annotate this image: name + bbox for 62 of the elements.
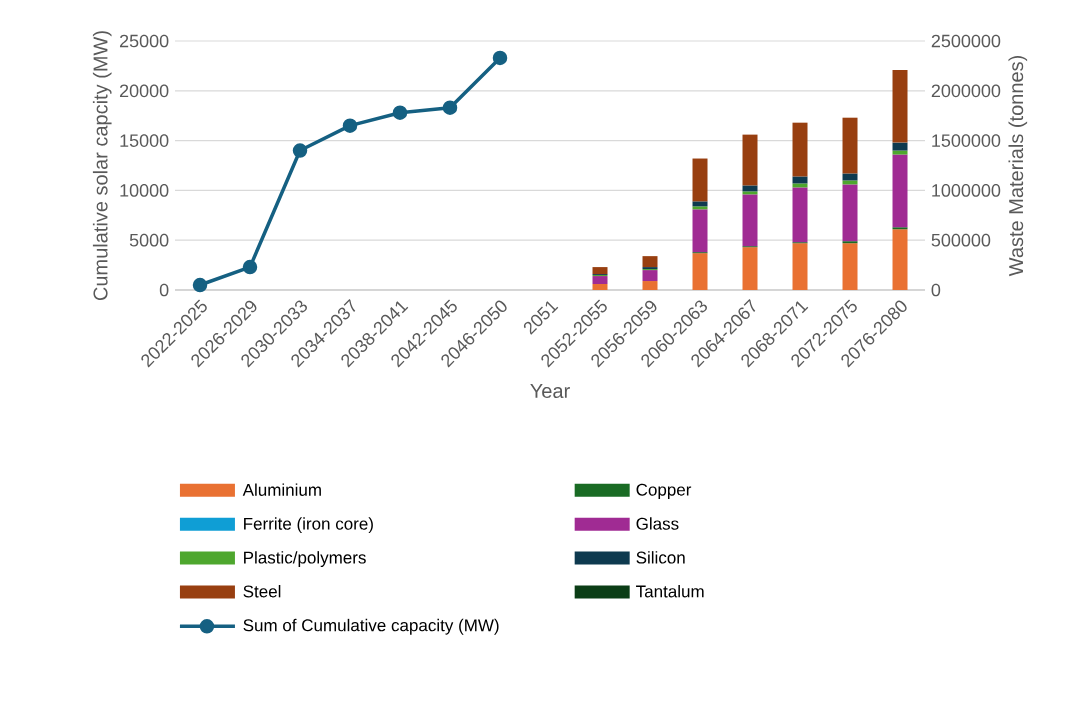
- point: [492, 50, 508, 66]
- point: [192, 277, 208, 293]
- y-tick-label: 5000: [129, 233, 169, 247]
- legend-label: Plastic/polymers: [244, 551, 366, 567]
- x-axis-title: Year: [530, 384, 570, 399]
- bar: [642, 256, 658, 268]
- bar: [842, 243, 858, 290]
- bar: [792, 176, 808, 184]
- y2-tick-label: 0: [931, 283, 941, 297]
- bar: [642, 281, 658, 290]
- bar: [792, 243, 808, 290]
- bar: [692, 201, 708, 207]
- bar: [842, 180, 858, 185]
- y-tick-label: 10000: [120, 184, 169, 197]
- bar: [842, 173, 858, 181]
- point: [392, 105, 408, 120]
- bar: [842, 117, 858, 174]
- legend-label: Copper: [636, 483, 692, 500]
- bar: [742, 247, 758, 290]
- bar: [892, 154, 908, 228]
- bar: [892, 69, 908, 143]
- bar: [792, 122, 808, 177]
- bar: [692, 206, 708, 210]
- bar: [592, 284, 608, 290]
- bar: [742, 194, 758, 247]
- y-tick-label: 0: [159, 283, 169, 297]
- bar: [592, 276, 608, 285]
- legend-label: Ferrite (iron core): [244, 517, 373, 534]
- y2-tick-label: 1500000: [932, 134, 1001, 147]
- legend-label: Tantalum: [636, 584, 704, 598]
- bar: [892, 142, 908, 151]
- y2-tick-label: 500000: [931, 233, 991, 247]
- bar: [742, 191, 758, 195]
- legend-label: Steel: [243, 584, 281, 598]
- bar: [792, 187, 808, 243]
- bar: [892, 150, 908, 155]
- bar: [842, 184, 858, 242]
- y2-tick-label: 2000000: [931, 84, 1001, 98]
- legend-label: Glass: [636, 517, 679, 530]
- y2-tick-label: 2500000: [931, 34, 1001, 48]
- bar: [692, 158, 708, 202]
- bar: [692, 209, 708, 253]
- bar: [792, 183, 808, 188]
- y-tick-label: 15000: [120, 134, 169, 147]
- bar: [742, 185, 758, 192]
- y2-tick-label: 1000000: [932, 184, 1001, 197]
- point: [292, 143, 308, 158]
- point: [442, 100, 458, 115]
- bar: [592, 267, 608, 275]
- legend-label: Sum of Cumulative capacity (MW): [243, 618, 499, 635]
- legend-label: Aluminium: [242, 483, 321, 496]
- legend-label: Silicon: [636, 551, 685, 564]
- y-axis-title: Cumulative solar capcity (MW): [92, 31, 112, 301]
- bar: [642, 270, 658, 282]
- bar: [742, 134, 758, 186]
- bar: [692, 253, 708, 290]
- y2-axis-title: Waste Materials (tonnes): [1008, 56, 1028, 277]
- point: [242, 259, 258, 275]
- y-tick-label: 25000: [119, 34, 169, 48]
- bar: [892, 229, 908, 290]
- y-tick-label: 20000: [119, 84, 169, 98]
- point: [342, 118, 358, 133]
